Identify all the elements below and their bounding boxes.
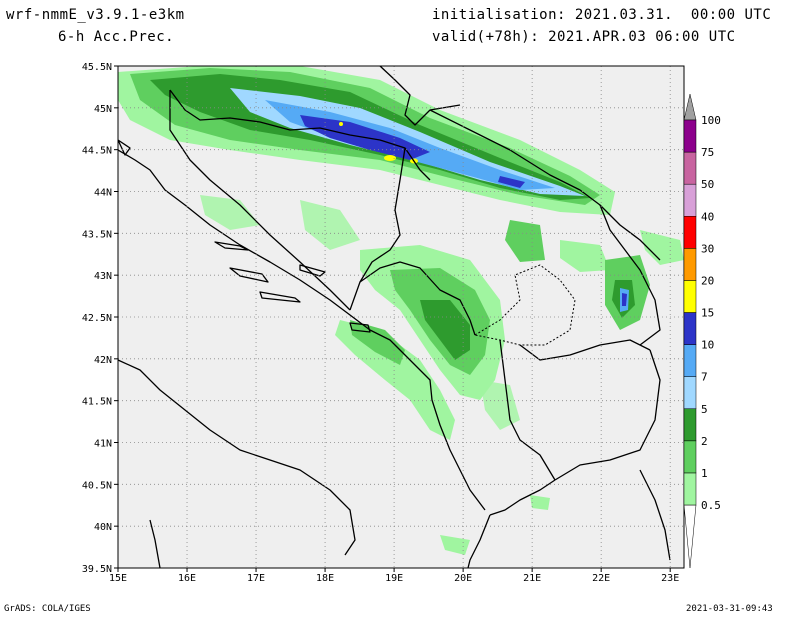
lat-label: 39.5N <box>82 564 112 575</box>
legend-label: 7 <box>701 371 708 384</box>
lat-label: 40N <box>94 522 112 533</box>
footer-left: GrADS: COLA/IGES <box>4 604 91 614</box>
legend-swatch <box>683 472 697 506</box>
legend-swatch <box>683 183 697 217</box>
lat-label: 44N <box>94 188 112 199</box>
model-title: wrf-nmmE_v3.9.1-e3km <box>6 7 185 23</box>
legend-swatch <box>683 280 697 313</box>
lon-label: 18E <box>316 573 334 584</box>
lat-label: 43N <box>94 271 112 282</box>
lat-label: 43.5N <box>82 229 112 240</box>
precip-band-north <box>118 66 615 215</box>
legend-swatch <box>683 440 697 474</box>
legend-label: 15 <box>701 307 714 320</box>
lon-label: 16E <box>178 573 196 584</box>
legend-label: 20 <box>701 274 714 287</box>
lon-label: 21E <box>523 573 541 584</box>
lon-label: 19E <box>385 573 403 584</box>
lon-label: 22E <box>592 573 610 584</box>
lat-label: 42N <box>94 355 112 366</box>
borders <box>118 66 671 568</box>
lat-label: 44.5N <box>82 146 112 157</box>
legend-swatch <box>683 151 697 185</box>
legend-swatch <box>683 248 697 281</box>
lon-label: 17E <box>247 573 265 584</box>
longitude-labels: 15E 16E 17E 18E 19E 20E 21E 22E 23E <box>109 573 679 584</box>
axis-ticks <box>114 65 671 572</box>
legend-label: 75 <box>701 146 714 159</box>
lat-label: 45N <box>94 104 112 115</box>
init-time: initialisation: 2021.03.31. 00:00 UTC <box>432 7 772 23</box>
legend-label: 10 <box>701 339 714 352</box>
legend-label: 0.5 <box>701 499 721 512</box>
lat-label: 41.5N <box>82 397 112 408</box>
legend-label: 2 <box>701 435 708 448</box>
legend-swatch <box>683 312 697 345</box>
lat-label: 45.5N <box>82 62 112 73</box>
legend-label: 40 <box>701 210 714 223</box>
lat-label: 40.5N <box>82 480 112 491</box>
legend-label: 100 <box>701 114 721 127</box>
legend-bottom-arrow <box>683 504 697 569</box>
legend-swatch <box>683 408 697 442</box>
legend-label: 1 <box>701 467 708 480</box>
legend-label: 5 <box>701 403 708 416</box>
latitude-labels: 45.5N 45N 44.5N 44N 43.5N 43N 42.5N 42N 41.5N 41N… <box>82 62 112 575</box>
legend-swatch <box>683 119 697 153</box>
lon-label: 20E <box>454 573 472 584</box>
field-title: 6-h Acc.Prec. <box>58 29 175 45</box>
color-legend: 0.5 1 2 5 7 10 15 20 30 40 50 75 100 <box>683 93 721 569</box>
footer-right: 2021-03-31-09:43 <box>686 604 773 614</box>
legend-top-arrow <box>683 93 697 121</box>
valid-time: valid(+78h): 2021.APR.03 06:00 UTC <box>432 29 736 45</box>
lon-label: 23E <box>661 573 679 584</box>
legend-swatch <box>683 376 697 409</box>
legend-swatch <box>683 216 697 249</box>
lon-label: 15E <box>109 573 127 584</box>
legend-swatch <box>683 344 697 377</box>
lat-label: 41N <box>94 439 112 450</box>
legend-label: 50 <box>701 178 714 191</box>
legend-label: 30 <box>701 242 714 255</box>
lat-label: 42.5N <box>82 313 112 324</box>
